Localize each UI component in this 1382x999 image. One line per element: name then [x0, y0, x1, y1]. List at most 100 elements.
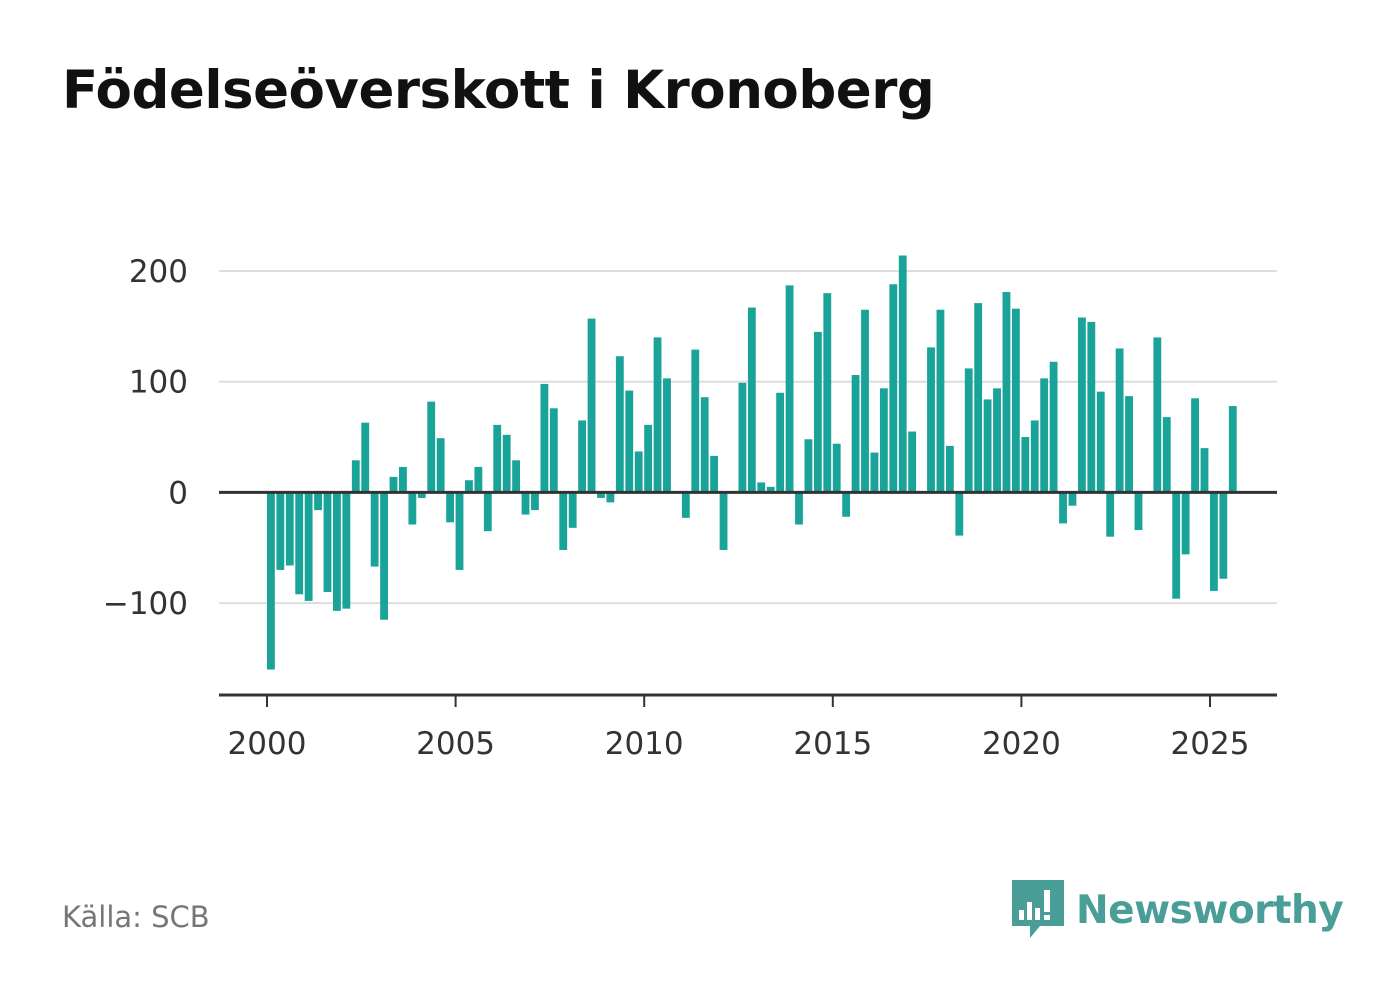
bar — [870, 452, 879, 493]
bar — [370, 492, 379, 567]
bar — [587, 318, 596, 493]
bar — [993, 388, 1001, 493]
bar — [549, 408, 558, 493]
bar — [757, 482, 766, 493]
bar — [663, 378, 671, 493]
bar — [540, 383, 549, 493]
bar — [1115, 348, 1124, 493]
bar — [851, 375, 860, 493]
bar — [408, 492, 417, 525]
bar — [738, 382, 747, 493]
bar — [644, 424, 653, 493]
bar — [1040, 378, 1049, 493]
bar — [361, 422, 370, 493]
bar — [333, 492, 341, 611]
bar — [813, 331, 822, 493]
x-tick-label: 2000 — [228, 726, 307, 762]
bar — [945, 445, 954, 493]
bar — [710, 455, 719, 493]
bar — [653, 337, 662, 493]
bar — [417, 492, 426, 498]
bar — [1030, 420, 1039, 493]
bar — [842, 492, 851, 517]
bar — [276, 492, 285, 570]
bar — [889, 284, 898, 493]
bar — [974, 303, 983, 493]
bar — [323, 492, 332, 593]
bar — [521, 492, 530, 515]
bar — [1021, 437, 1030, 493]
bar — [823, 293, 832, 493]
bar — [832, 443, 841, 493]
bar — [597, 492, 605, 498]
y-tick-label: 200 — [129, 254, 188, 290]
bar — [719, 492, 728, 550]
bar — [559, 492, 568, 550]
bar — [1134, 492, 1143, 531]
bar — [1181, 492, 1190, 555]
bar — [380, 492, 388, 620]
bar — [1049, 361, 1058, 493]
x-tick-label: 2010 — [605, 726, 684, 762]
bar — [493, 424, 502, 493]
bar — [1172, 492, 1181, 599]
bar — [615, 356, 624, 493]
bar — [964, 368, 973, 493]
bar — [1228, 406, 1237, 493]
bar — [681, 492, 690, 518]
bar — [568, 492, 577, 528]
bar — [1153, 337, 1162, 493]
bar — [1059, 492, 1067, 524]
bar — [898, 255, 907, 493]
bar — [502, 434, 511, 493]
bar — [314, 492, 322, 511]
bar — [1106, 492, 1115, 537]
bar — [578, 420, 587, 493]
bar — [427, 401, 436, 493]
bar — [1002, 292, 1011, 493]
bar — [1210, 492, 1218, 591]
bar — [1011, 308, 1020, 493]
bar — [776, 392, 785, 493]
tick-labels: −100 0 100 200 2000 2005 2010 2015 2020 2025 — [103, 254, 1250, 762]
bar — [700, 397, 709, 493]
bar — [766, 486, 775, 493]
bar — [785, 285, 794, 493]
bar — [1068, 492, 1077, 506]
y-tick-label: 0 — [168, 475, 188, 511]
page-title: Födelseöverskott i Kronoberg — [62, 60, 935, 121]
bar — [804, 439, 813, 493]
bar — [474, 466, 483, 493]
brand-logo: Newsworthy — [1012, 879, 1344, 941]
bar — [295, 492, 304, 595]
bar — [927, 347, 935, 493]
x-tick-label: 2020 — [982, 726, 1061, 762]
bar — [908, 431, 917, 493]
y-tick-label: −100 — [103, 586, 188, 622]
bar — [1077, 317, 1086, 493]
bar — [342, 492, 351, 609]
bar — [625, 390, 634, 493]
bar — [955, 492, 964, 536]
bar — [606, 492, 615, 503]
x-tick-label: 2005 — [416, 726, 495, 762]
bar — [936, 309, 945, 493]
bar — [1191, 398, 1199, 493]
newsworthy-logo-icon — [1012, 880, 1064, 938]
bar — [861, 309, 869, 493]
bar — [1096, 391, 1105, 493]
bar — [634, 451, 643, 493]
bar — [351, 460, 360, 493]
bar — [747, 307, 756, 493]
axes — [219, 490, 1277, 707]
bar — [455, 492, 464, 570]
bar — [267, 492, 275, 670]
x-tick-label: 2015 — [793, 726, 872, 762]
brand-name: Newsworthy — [1076, 887, 1344, 933]
bar — [1125, 396, 1133, 493]
bar — [399, 466, 407, 493]
source-note: Källa: SCB — [62, 900, 210, 934]
bar — [1200, 448, 1209, 493]
bar — [512, 460, 521, 493]
